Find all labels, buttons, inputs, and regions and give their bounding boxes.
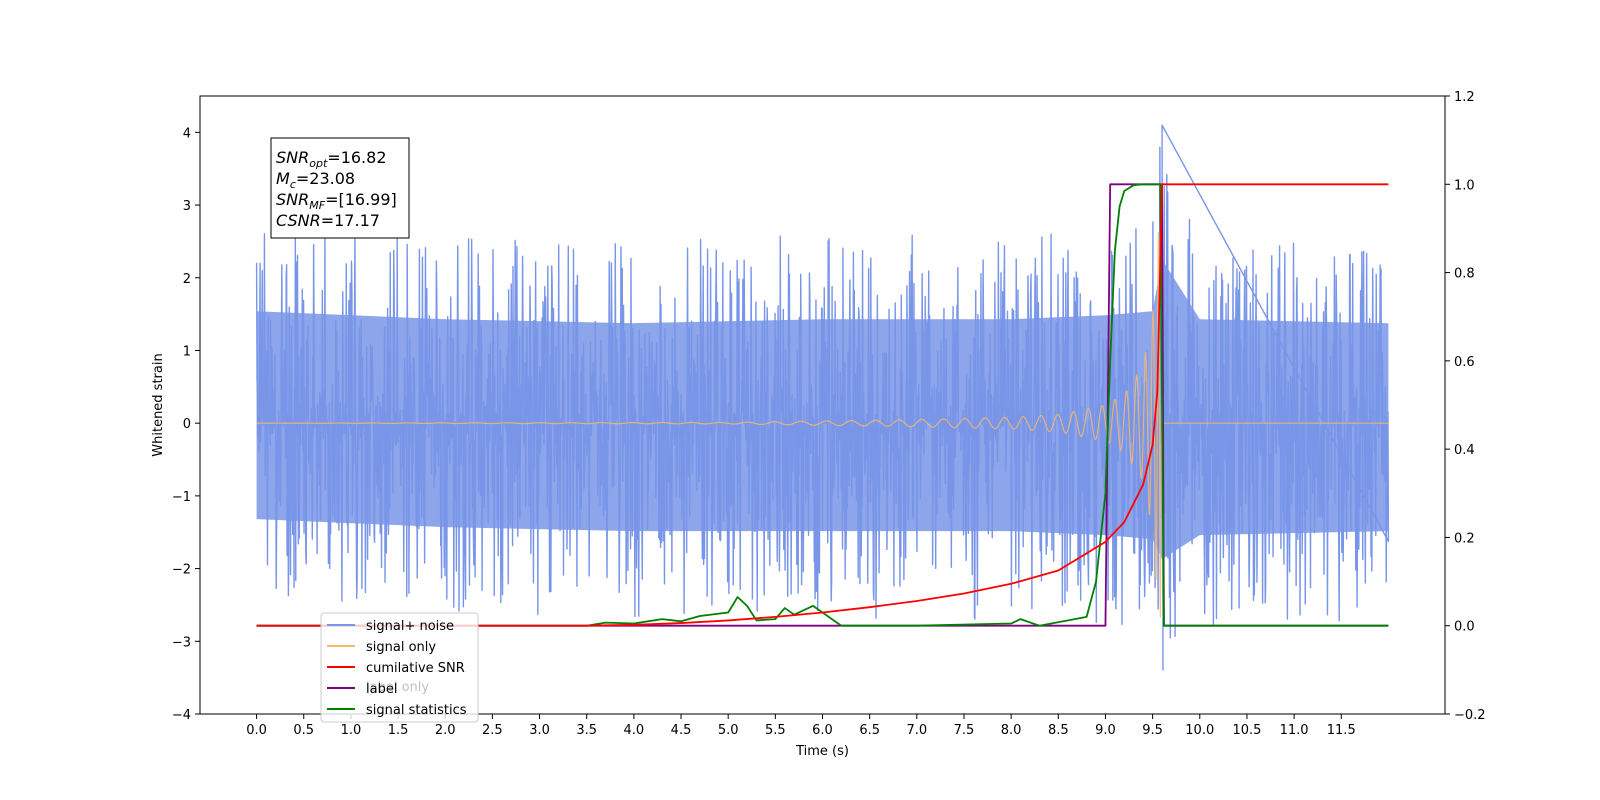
y-tick-label: −3 bbox=[172, 635, 191, 650]
y2-tick-label: 0.4 bbox=[1454, 443, 1475, 458]
y2-tick-label: 0.0 bbox=[1454, 620, 1475, 635]
legend-label: signal+ noise bbox=[366, 619, 454, 634]
x-tick-label: 1.5 bbox=[388, 723, 409, 738]
x-tick-label: 11.5 bbox=[1327, 723, 1356, 738]
x-tick-label: 8.5 bbox=[1048, 723, 1069, 738]
x-tick-label: 0.5 bbox=[293, 723, 314, 738]
y2-tick-label: 0.2 bbox=[1454, 531, 1475, 546]
series-cumilative-snr bbox=[586, 183, 1389, 627]
x-tick-label: 7.0 bbox=[906, 723, 927, 738]
annotation-line: CSNR=17.17 bbox=[276, 211, 380, 230]
legend-frame bbox=[320, 612, 479, 723]
series-signal-only bbox=[256, 231, 1389, 618]
annotation-line: SNRMF=[16.99] bbox=[276, 190, 397, 212]
x-axis-title: Time (s) bbox=[795, 744, 849, 759]
y-tick-label: 3 bbox=[183, 199, 191, 214]
series-signal-statistics bbox=[256, 183, 1389, 627]
y-tick-label: 0 bbox=[183, 417, 191, 432]
x-tick-label: 6.5 bbox=[859, 723, 880, 738]
x-tick-label: 0.0 bbox=[246, 723, 267, 738]
signal-only-layer bbox=[256, 231, 1389, 618]
legend-label: label bbox=[366, 682, 397, 697]
x-tick-label: 9.0 bbox=[1095, 723, 1116, 738]
y-tick-label: 1 bbox=[183, 344, 191, 359]
y2-tick-label: 0.6 bbox=[1454, 355, 1475, 370]
y2-tick-label: 1.2 bbox=[1454, 90, 1475, 105]
y-tick-label: −2 bbox=[172, 563, 191, 578]
y-tick-label: 4 bbox=[183, 126, 191, 141]
legend: label only signal+ noise signal only cumila… bbox=[320, 612, 479, 723]
x-tick-label: 6.0 bbox=[812, 723, 833, 738]
x-tick-label: 4.5 bbox=[671, 723, 692, 738]
right-axis-series-layer bbox=[256, 183, 1389, 627]
x-tick-label: 5.0 bbox=[718, 723, 739, 738]
y2-tick-label: 0.8 bbox=[1454, 267, 1475, 282]
y2-tick-label: 1.0 bbox=[1454, 178, 1475, 193]
annotation-frame bbox=[270, 137, 410, 239]
y-tick-label: −4 bbox=[172, 708, 191, 723]
legend-label: signal statistics bbox=[366, 703, 467, 718]
x-tick-label: 9.5 bbox=[1142, 723, 1163, 738]
annotation-line: SNRopt=16.82 bbox=[276, 148, 387, 170]
annotation-box: SNRopt=16.82Mc=23.08SNRMF=[16.99]CSNR=17… bbox=[270, 137, 410, 239]
signal-noise-layer bbox=[255, 124, 1390, 671]
x-tick-label: 7.5 bbox=[954, 723, 975, 738]
y-tick-label: −1 bbox=[172, 490, 191, 505]
x-tick-label: 2.5 bbox=[482, 723, 503, 738]
x-tick-label: 11.0 bbox=[1280, 723, 1309, 738]
x-tick-label: 10.5 bbox=[1232, 723, 1261, 738]
axes-layer: 0.0 0.5 1.0 1.5 2.0 2.5 3.0 3.5 4.0 4.5 5.0 5.5 6.0 6… bbox=[172, 90, 1486, 738]
annotation-line: Mc=23.08 bbox=[276, 169, 355, 191]
x-tick-label: 2.0 bbox=[435, 723, 456, 738]
y2-tick-label: −0.2 bbox=[1454, 708, 1486, 723]
y-tick-label: 2 bbox=[183, 272, 191, 287]
x-tick-label: 4.0 bbox=[624, 723, 645, 738]
x-tick-label: 3.5 bbox=[576, 723, 597, 738]
legend-label: cumilative SNR bbox=[366, 661, 465, 676]
y-axis-title: Whitened strain bbox=[151, 353, 166, 456]
x-tick-label: 3.0 bbox=[529, 723, 550, 738]
x-tick-label: 8.0 bbox=[1001, 723, 1022, 738]
legend-label: signal only bbox=[366, 640, 436, 655]
legend-overlap-text: label only bbox=[366, 680, 429, 695]
x-tick-label: 1.0 bbox=[341, 723, 362, 738]
x-tick-label: 10.0 bbox=[1185, 723, 1214, 738]
x-tick-label: 5.5 bbox=[765, 723, 786, 738]
